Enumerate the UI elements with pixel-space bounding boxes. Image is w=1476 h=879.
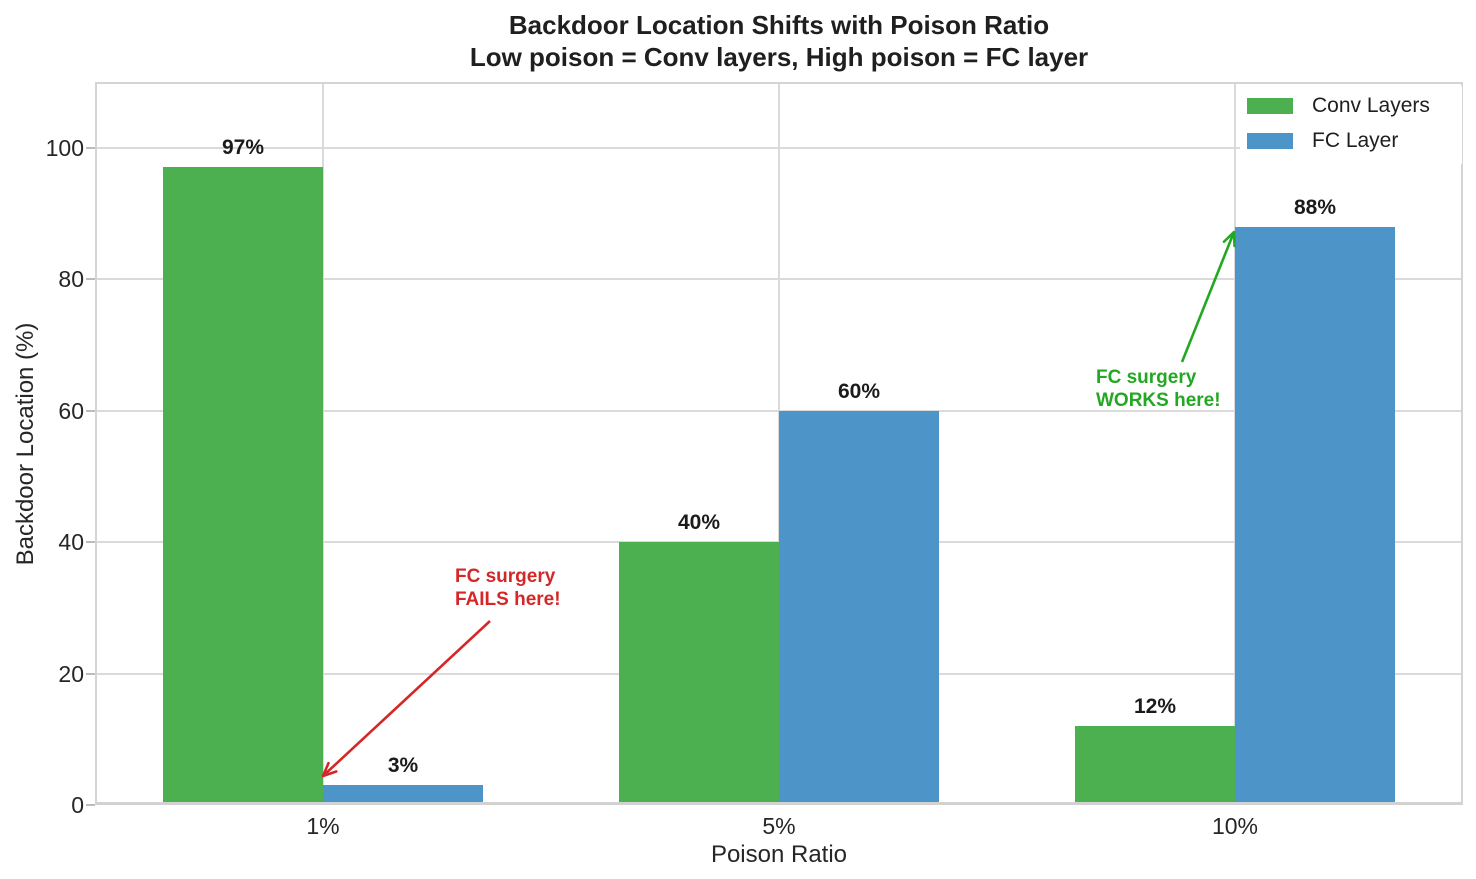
ytick-mark-80	[86, 278, 95, 281]
value-label-conv-layers-10%: 12%	[1133, 695, 1177, 719]
ytick-label-40: 40	[58, 529, 84, 556]
gridline-v-1%	[322, 82, 324, 805]
value-label-fc-layer-5%: 60%	[837, 379, 881, 403]
chart-subtitle: Low poison = Conv layers, High poison = …	[469, 42, 1089, 72]
legend-item-fc-layer: FC Layer	[1247, 123, 1462, 158]
bar-conv-layers-5%	[619, 542, 779, 805]
xtick-label-5%: 5%	[762, 813, 796, 839]
bar-fc-layer-5%	[779, 410, 939, 805]
value-label-fc-layer-1%: 3%	[387, 754, 419, 778]
bar-fc-layer-10%	[1235, 226, 1395, 805]
value-label-fc-layer-10%: 88%	[1293, 195, 1337, 219]
xtick-label-10%: 10%	[1211, 813, 1259, 839]
annotation-works-arrow-line	[1180, 231, 1236, 363]
x-axis-title: Poison Ratio	[710, 841, 848, 868]
annotation-works-arrow-head	[1222, 230, 1236, 248]
chart-title: Backdoor Location Shifts with Poison Rat…	[508, 10, 1050, 40]
ytick-label-60: 60	[58, 397, 84, 424]
legend-item-conv-layers: Conv Layers	[1247, 88, 1462, 123]
ytick-label-80: 80	[58, 266, 84, 293]
value-label-conv-layers-1%: 97%	[221, 136, 265, 160]
ytick-label-100: 100	[45, 134, 84, 161]
legend-swatch-fc-layer	[1247, 132, 1293, 149]
ytick-mark-0	[86, 804, 95, 806]
xtick-label-1%: 1%	[306, 813, 340, 839]
bar-conv-layers-1%	[163, 167, 323, 805]
legend: Conv Layers FC Layer	[1240, 86, 1462, 164]
annotation-fails-arrow-head	[321, 761, 338, 778]
legend-swatch-conv-layers	[1247, 97, 1293, 114]
ytick-mark-60	[86, 409, 95, 412]
ytick-mark-100	[86, 146, 95, 149]
annotation-fails-text: FC surgery FAILS here!	[455, 566, 561, 610]
ytick-mark-20	[86, 672, 95, 675]
ytick-label-0: 0	[71, 792, 84, 818]
bar-conv-layers-10%	[1075, 726, 1235, 805]
value-label-conv-layers-5%: 40%	[677, 511, 721, 535]
bar-fc-layer-1%	[323, 785, 483, 805]
legend-label-conv-layers: Conv Layers	[1312, 94, 1430, 117]
annotation-works-text: FC surgery WORKS here!	[1096, 367, 1221, 411]
ytick-mark-40	[86, 541, 95, 544]
legend-label-fc-layer: FC Layer	[1312, 129, 1399, 152]
ytick-label-20: 20	[58, 660, 84, 687]
